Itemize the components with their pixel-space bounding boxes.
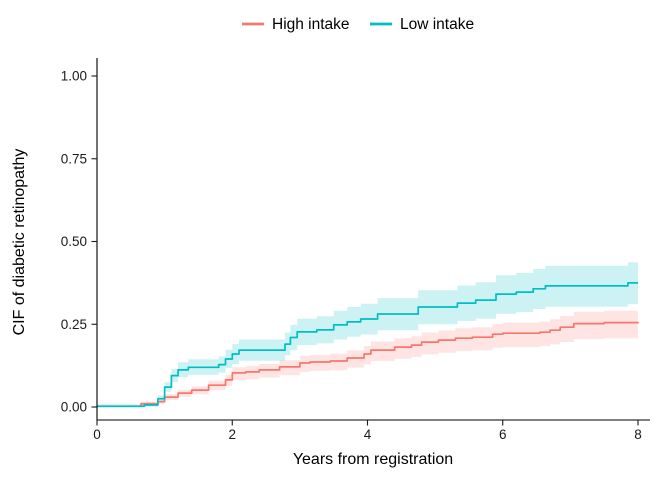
x-tick-label: 4 [364,427,372,442]
y-tick-label: 0.75 [61,151,87,166]
legend: High intake Low intake [242,16,474,33]
curve-high-intake [97,321,639,408]
legend-item-low-intake: Low intake [370,16,474,33]
x-tick-label: 0 [93,427,101,442]
x-axis-title: Years from registration [293,451,453,468]
legend-label-low-intake: Low intake [400,16,474,33]
y-axis-ticks: 0.00 0.25 0.50 0.75 1.00 [61,69,97,415]
y-tick-label: 0.50 [61,234,87,249]
y-tick-label: 0.25 [61,317,87,332]
y-tick-label: 1.00 [61,69,87,84]
x-axis-ticks: 0 2 4 6 8 [93,420,642,442]
y-tick-label: 0.00 [61,400,87,415]
x-tick-label: 2 [228,427,236,442]
legend-item-high-intake: High intake [242,16,350,33]
curve-low-intake [97,282,638,408]
confidence-bands [97,262,638,407]
confidence-band-low-intake [97,262,638,407]
y-axis-title: CIF of diabetic retinopathy [11,149,28,336]
x-tick-label: 6 [499,427,507,442]
x-tick-label: 8 [634,427,642,442]
legend-label-high-intake: High intake [272,16,350,33]
cif-curves [97,282,639,408]
